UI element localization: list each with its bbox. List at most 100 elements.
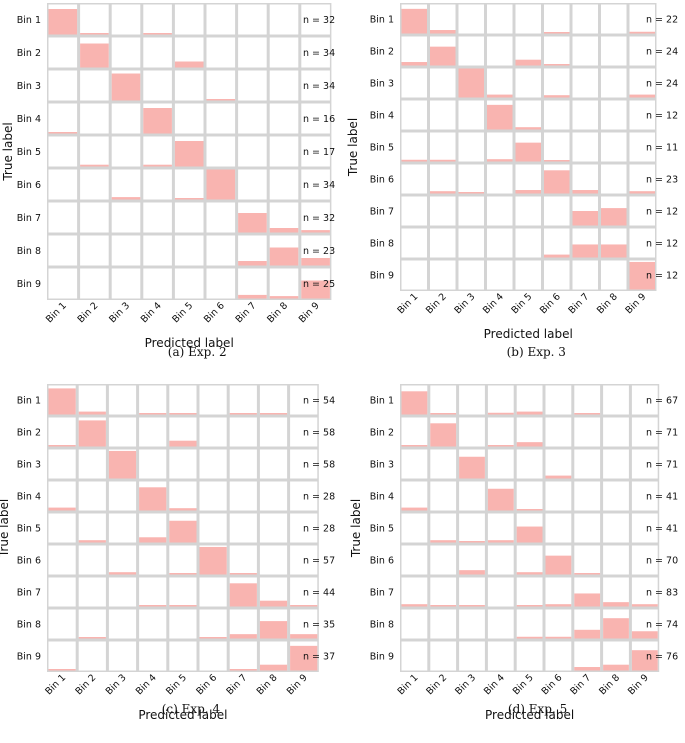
matrix-cell	[545, 385, 572, 415]
y-axis-label: True label	[0, 499, 11, 558]
cell-bar	[574, 573, 601, 575]
cell-bar	[430, 540, 457, 543]
matrix-cell	[459, 545, 485, 575]
matrix-cell	[108, 609, 137, 639]
cell-bar	[516, 509, 543, 511]
matrix-cell	[603, 545, 629, 575]
row-tick-label: Bin 1	[17, 396, 41, 407]
cell-bar	[487, 540, 514, 543]
matrix-cell	[430, 164, 456, 194]
matrix-cell	[516, 385, 543, 415]
row-tick-label: Bin 1	[17, 15, 41, 26]
col-tick-label: Bin 3	[452, 291, 477, 316]
matrix-cell	[515, 100, 541, 130]
row-count-label: n = 12	[646, 111, 678, 122]
matrix-cell	[143, 4, 172, 35]
matrix-cell	[139, 609, 167, 639]
cell-bar	[487, 94, 513, 98]
row-count-label: n = 76	[646, 652, 678, 663]
cell-bar	[459, 541, 485, 543]
matrix-cell	[544, 100, 570, 130]
row-count-label: n = 70	[646, 556, 678, 567]
matrix-cell	[459, 513, 485, 543]
matrix-cell	[206, 268, 236, 299]
matrix-cell	[572, 68, 598, 98]
matrix-cell	[458, 132, 484, 162]
matrix-cell	[78, 641, 106, 671]
matrix-cell	[80, 4, 109, 35]
cell-bar	[301, 280, 330, 299]
row-count-label: n = 28	[303, 492, 335, 503]
matrix-cell	[199, 513, 227, 543]
row-tick-label: Bin 5	[370, 143, 394, 154]
row-count-label: n = 23	[303, 246, 335, 257]
row-tick-label: Bin 9	[17, 652, 41, 663]
cell-bar	[169, 605, 197, 607]
row-count-label: n = 34	[303, 180, 335, 191]
matrix-cell	[80, 235, 109, 266]
row-count-label: n = 44	[303, 588, 335, 599]
cell-bar	[290, 645, 318, 671]
matrix-cell	[229, 513, 257, 543]
matrix-cell	[48, 641, 76, 671]
matrix-cell	[238, 268, 267, 299]
x-axis-label: Predicted label	[145, 336, 234, 350]
cell-bar	[199, 546, 227, 575]
matrix-cell	[631, 545, 658, 575]
matrix-cell	[401, 545, 428, 575]
cell-bar	[603, 602, 629, 607]
cell-bar	[459, 605, 485, 607]
matrix-cell	[78, 609, 106, 639]
row-count-label: n = 17	[303, 147, 335, 158]
row-tick-label: Bin 3	[17, 81, 41, 92]
matrix-cell	[603, 577, 629, 607]
cell-bar	[629, 191, 655, 194]
matrix-cell	[238, 70, 267, 101]
matrix-cell	[515, 4, 541, 34]
row-count-label: n = 58	[303, 428, 335, 439]
matrix-cell	[516, 417, 543, 447]
matrix-cell	[199, 481, 227, 511]
cell-bar	[487, 104, 513, 130]
matrix-cell	[259, 545, 288, 575]
matrix-cell	[430, 68, 456, 98]
matrix-cell	[290, 481, 318, 511]
cell-bar	[401, 62, 427, 66]
matrix-cell	[401, 513, 428, 543]
matrix-cell	[572, 4, 598, 34]
row-tick-label: Bin 6	[370, 556, 394, 567]
matrix-cell	[631, 385, 658, 415]
cell-bar	[601, 208, 627, 226]
matrix-cell	[206, 136, 236, 167]
matrix-cell	[459, 609, 485, 639]
cell-bar	[48, 445, 76, 447]
matrix-cell	[430, 481, 457, 511]
matrix-cell	[174, 169, 204, 200]
matrix-cell	[574, 417, 601, 447]
matrix-cell	[572, 260, 598, 290]
row-tick-label: Bin 5	[17, 524, 41, 535]
matrix-cell	[515, 164, 541, 194]
matrix-cell	[603, 449, 629, 479]
row-tick-label: Bin 6	[17, 556, 41, 567]
matrix-cell	[458, 100, 484, 130]
cell-bar	[572, 190, 598, 194]
cell-bar	[629, 31, 655, 34]
row-count-label: n = 58	[303, 460, 335, 471]
row-tick-label: Bin 3	[370, 460, 394, 471]
matrix-cell	[206, 37, 236, 68]
cell-bar	[629, 261, 655, 290]
matrix-cell	[174, 103, 204, 134]
cell-bar	[80, 33, 109, 35]
matrix-cell	[48, 169, 78, 200]
cell-bar	[48, 9, 78, 35]
col-tick-label: Bin 2	[424, 672, 449, 697]
matrix-cell	[301, 103, 330, 134]
row-tick-label: Bin 3	[17, 460, 41, 471]
row-count-label: n = 12	[646, 207, 678, 218]
matrix-cell	[269, 202, 299, 233]
matrix-cell	[516, 577, 543, 607]
row-tick-label: Bin 9	[17, 279, 41, 290]
matrix-cell	[545, 449, 572, 479]
